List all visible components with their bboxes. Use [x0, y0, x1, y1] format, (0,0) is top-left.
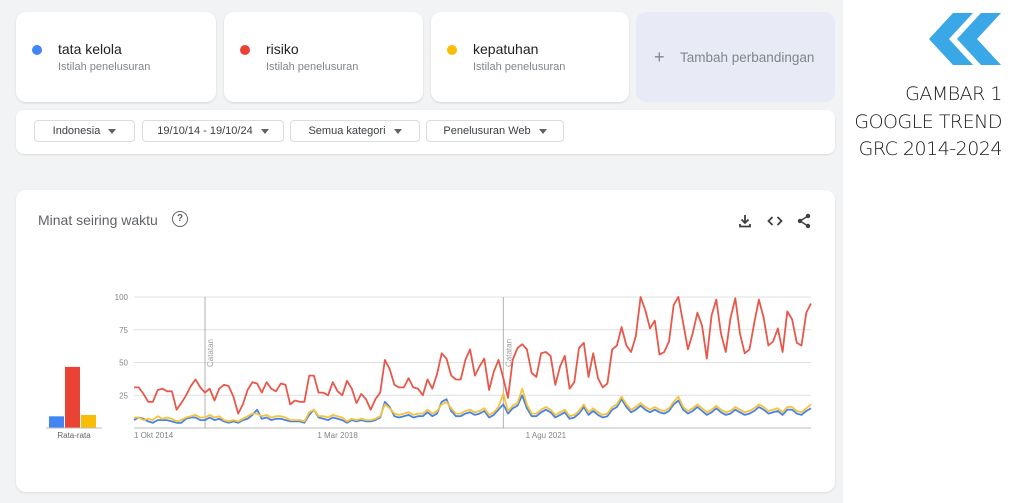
plus-icon: + [654, 47, 665, 67]
x-tick-label: 1 Okt 2014 [134, 431, 174, 440]
series-line-kepatuhan [134, 387, 812, 423]
x-tick-label: 1 Agu 2021 [526, 431, 567, 440]
chart-title: Minat seiring waktu [38, 212, 158, 228]
caption-line-3: GRC 2014-2024 [858, 138, 1003, 160]
caption-line-1: GAMBAR 1 [905, 83, 1002, 105]
term-name: kepatuhan [473, 41, 539, 57]
filter-label: Semua kategori [308, 125, 386, 137]
filter-label: Penelusuran Web [443, 125, 531, 137]
chevron-down-icon [108, 128, 117, 134]
y-tick-label: 50 [119, 359, 128, 368]
average-bar-tata-kelola [49, 416, 64, 428]
x-tick-label: 1 Mar 2018 [317, 431, 358, 440]
term-subtitle: Istilah penelusuran [266, 61, 359, 73]
chevron-down-icon [260, 128, 269, 134]
term-subtitle: Istilah penelusuran [58, 61, 151, 73]
share-icon[interactable] [795, 212, 813, 230]
filter-date-range[interactable]: 19/10/14 - 19/10/24 [142, 120, 284, 142]
term-card-risiko[interactable]: risiko Istilah penelusuran [224, 12, 423, 102]
add-comparison-button[interactable]: + Tambah perbandingan [636, 12, 835, 102]
term-name: tata kelola [58, 41, 122, 57]
filter-category[interactable]: Semua kategori [290, 120, 420, 142]
filter-label: Indonesia [52, 125, 101, 137]
filter-search-type[interactable]: Penelusuran Web [426, 120, 564, 142]
y-tick-label: 25 [119, 391, 128, 400]
filter-region[interactable]: Indonesia [34, 120, 135, 142]
term-name: risiko [266, 41, 299, 57]
y-tick-label: 75 [119, 326, 128, 335]
term-card-kepatuhan[interactable]: kepatuhan Istilah penelusuran [431, 12, 629, 102]
term-color-dot [447, 45, 457, 55]
chart-series [133, 296, 812, 424]
chevron-down-icon [538, 128, 547, 134]
caption-line-2: GOOGLE TREND [854, 111, 1002, 133]
filter-bar: Indonesia 19/10/14 - 19/10/24 Semua kate… [16, 110, 835, 154]
average-bar-kepatuhan [81, 415, 96, 428]
x-axis-ticks: 1 Okt 2014 1 Mar 2018 1 Agu 2021 [134, 431, 567, 440]
double-chevron-left-icon [929, 13, 1001, 65]
series-line-tata-kelola [133, 394, 812, 424]
annotation-label: Catatan [504, 339, 513, 367]
help-icon[interactable]: ? [172, 211, 188, 227]
series-line-risiko [134, 296, 812, 415]
term-color-dot [32, 45, 42, 55]
embed-code-icon[interactable] [766, 212, 784, 230]
download-icon[interactable] [736, 212, 754, 230]
term-subtitle: Istilah penelusuran [473, 61, 566, 73]
trends-panel: tata kelola Istilah penelusuran risiko I… [0, 0, 843, 503]
filter-label: 19/10/14 - 19/10/24 [157, 125, 253, 137]
y-tick-label: 100 [115, 293, 129, 302]
term-card-tata-kelola[interactable]: tata kelola Istilah penelusuran [16, 12, 216, 102]
average-label: Rata-rata [57, 431, 91, 440]
interest-over-time-card: Minat seiring waktu ? Rata-rata 25 50 75 10… [16, 190, 835, 492]
trend-chart: Rata-rata 25 50 75 100 Catatan Catatan 1 Okt… [46, 293, 812, 440]
chevron-down-icon [393, 128, 402, 134]
average-bars [46, 366, 102, 429]
add-comparison-label: Tambah perbandingan [680, 50, 815, 65]
chart-grid: 25 50 75 100 [115, 293, 811, 429]
annotation-label: Catatan [206, 339, 215, 367]
average-bar-risiko [65, 366, 80, 428]
term-color-dot [240, 45, 250, 55]
